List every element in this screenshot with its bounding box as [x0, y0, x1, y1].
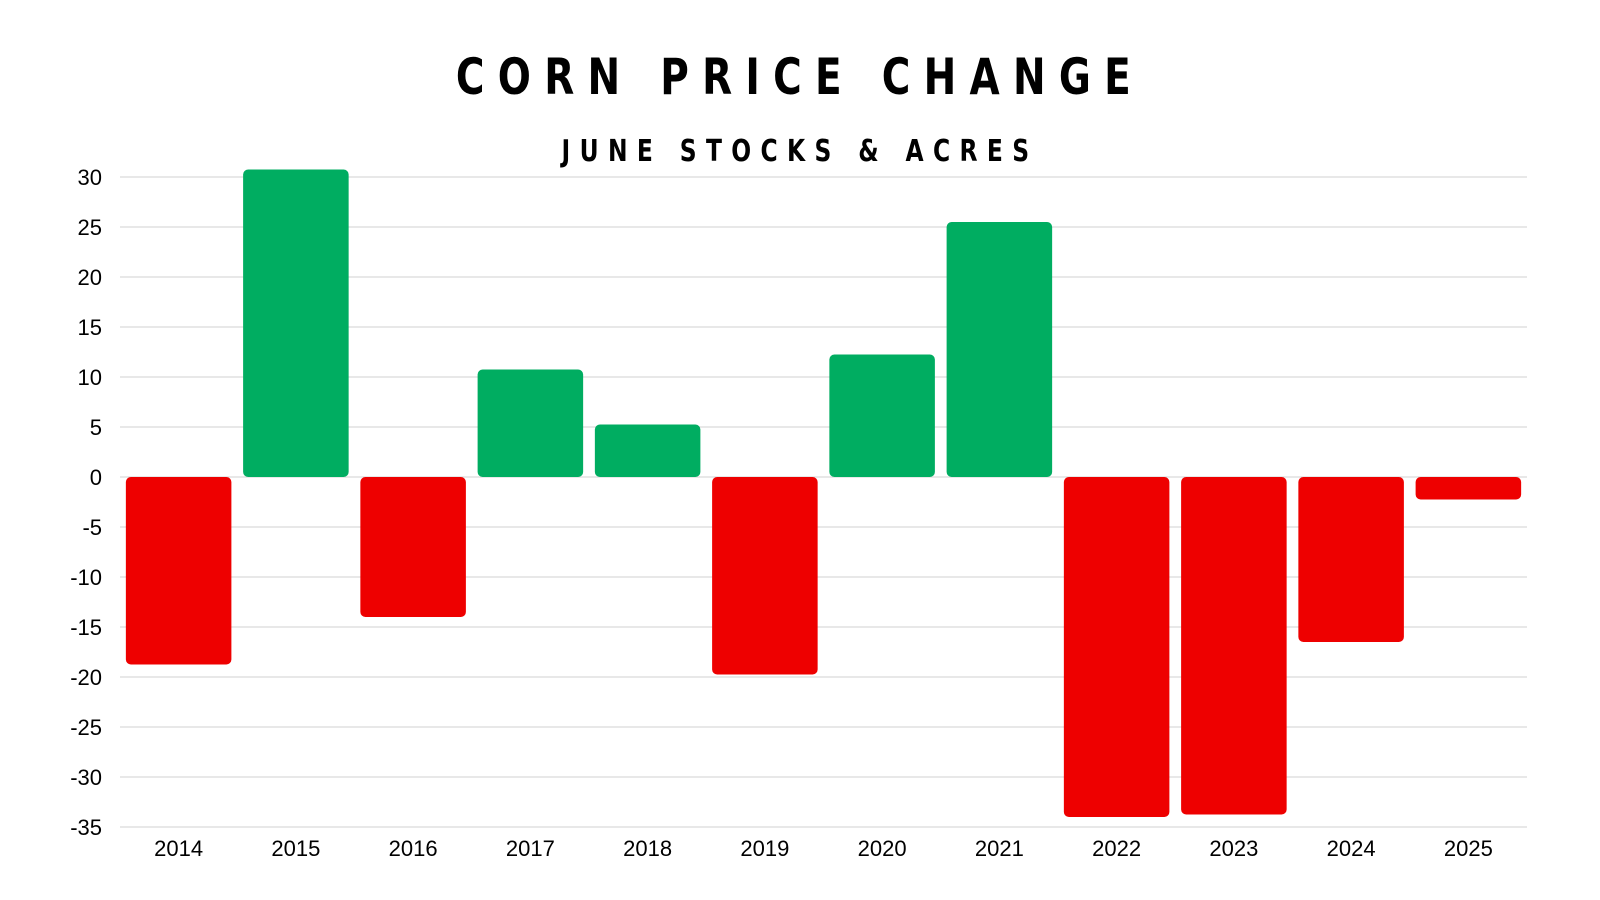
x-tick-label: 2015 [271, 836, 320, 861]
bar-2023 [1181, 477, 1287, 815]
x-tick-label: 2019 [740, 836, 789, 861]
y-tick-label: 20 [78, 265, 102, 290]
y-tick-label: 30 [78, 165, 102, 190]
x-tick-label: 2022 [1092, 836, 1141, 861]
x-tick-label: 2016 [389, 836, 438, 861]
bar-2018 [594, 424, 701, 477]
y-tick-label: 0 [90, 465, 102, 490]
x-axis-ticks: 2014 2015 2016 2017 2018 2019 2020 2021 2022 2023… [154, 836, 1493, 861]
y-tick-label: 25 [78, 215, 102, 240]
bar-2021 [946, 222, 1053, 477]
bars [125, 169, 1522, 817]
bar-2014 [125, 477, 232, 665]
x-tick-label: 2024 [1327, 836, 1376, 861]
bar-2024 [1298, 477, 1404, 642]
x-tick-label: 2020 [858, 836, 907, 861]
y-tick-label: -10 [70, 565, 102, 590]
gridlines [120, 176, 1527, 828]
bar-2020 [829, 354, 935, 477]
x-tick-label: 2017 [506, 836, 555, 861]
y-tick-label: 5 [90, 415, 102, 440]
x-tick-label: 2021 [975, 836, 1024, 861]
bar-2025 [1415, 477, 1522, 500]
y-tick-label: -30 [70, 765, 102, 790]
y-tick-label: -20 [70, 665, 102, 690]
x-tick-label: 2025 [1444, 836, 1493, 861]
x-tick-label: 2023 [1209, 836, 1258, 861]
y-tick-label: 10 [78, 365, 102, 390]
y-tick-label: 15 [78, 315, 102, 340]
bar-2015 [243, 169, 349, 477]
y-tick-label: -15 [70, 615, 102, 640]
bar-2017 [477, 369, 584, 477]
y-axis-ticks: 30 25 20 15 10 5 0 -5 -10 -15 -20 -25 -30 -35 [70, 165, 102, 840]
y-tick-label: -5 [82, 515, 102, 540]
bar-2022 [1063, 477, 1170, 817]
y-tick-label: -35 [70, 815, 102, 840]
chart-subtitle: JUNE STOCKS & ACRES [561, 134, 1039, 169]
bar-2019 [712, 477, 818, 675]
chart-title: CORN PRICE CHANGE [455, 48, 1145, 106]
x-tick-label: 2014 [154, 836, 203, 861]
bar-2016 [360, 477, 466, 617]
x-tick-label: 2018 [623, 836, 672, 861]
y-tick-label: -25 [70, 715, 102, 740]
